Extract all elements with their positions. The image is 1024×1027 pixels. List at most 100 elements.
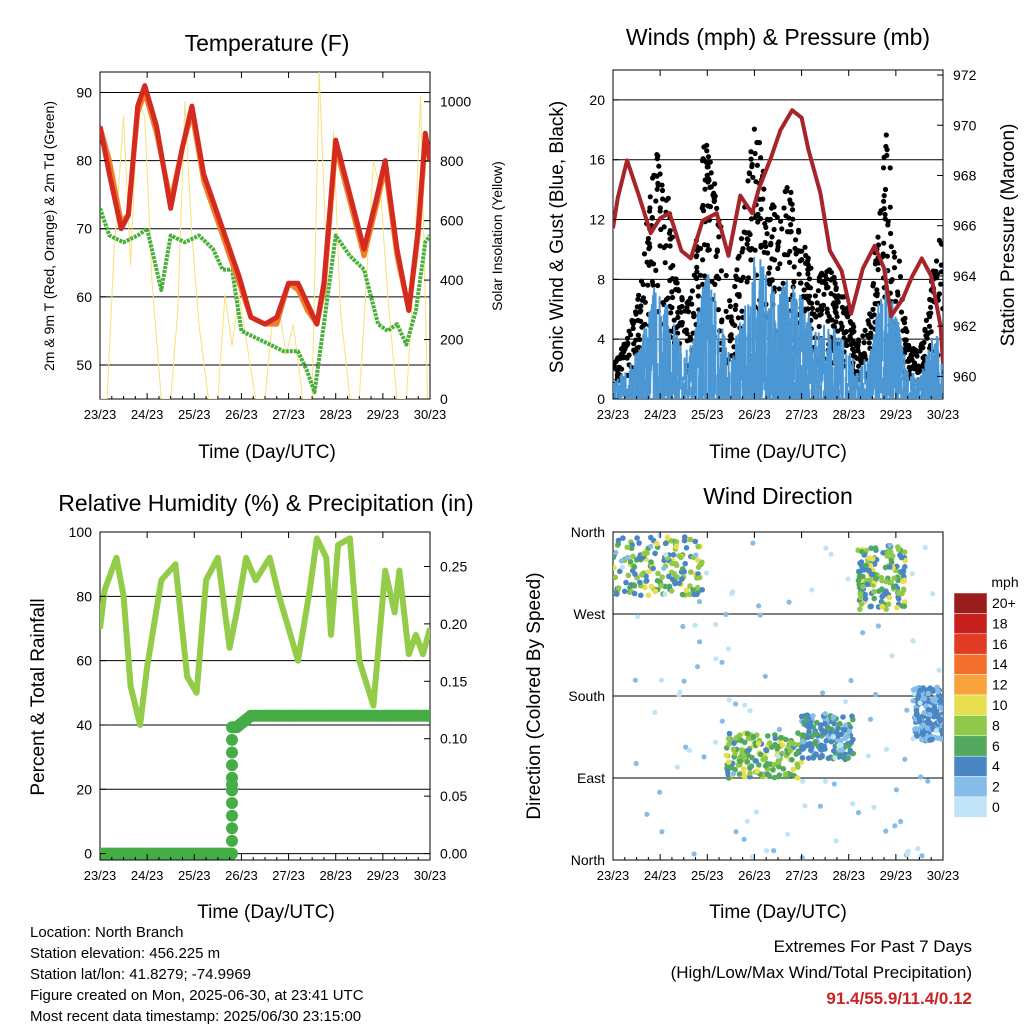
gust-point [748,156,754,162]
gust-point [649,214,655,221]
gust-point [656,163,662,169]
direction-point [737,732,743,738]
gust-point [743,230,749,236]
gust-point [638,308,644,314]
gust-point [828,269,835,275]
direction-point [935,684,941,691]
direction-point [634,535,640,541]
rain-point [226,746,238,759]
gust-point [667,236,674,242]
direction-point [693,552,699,558]
gust-point [672,277,678,283]
gust-point [771,285,777,291]
gust-point [806,276,813,282]
gust-point [888,279,894,285]
gust-point [694,264,700,270]
winds-ylabel: Sonic Wind & Gust (Blue, Black) [547,101,568,373]
y2-tick-label: 0.20 [440,616,467,632]
direction-point [845,576,851,582]
direction-point [864,581,871,588]
direction-point [756,762,762,768]
gust-point [768,205,775,211]
direction-point [833,838,839,844]
direction-point [806,728,812,735]
direction-point [844,733,851,740]
temperature-ylabel: 2m & 9m T (Red, Orange) & 2m Td (Green) [41,101,57,371]
colorbar-label: 16 [992,636,1008,652]
direction-point [925,690,932,697]
gust-point [695,248,701,254]
direction-point [657,789,663,795]
gust-point [841,307,847,313]
gust-point [833,295,839,301]
y-tick-label: 60 [76,653,92,669]
gust-point [761,186,767,192]
gust-point [792,245,798,252]
temperature-xlabel: Time (Day/UTC) [198,442,336,463]
x-tick-label: 25/23 [691,407,724,422]
gust-point [723,308,729,314]
direction-point [868,571,875,578]
direction-point [901,603,908,609]
x-tick-label: 28/23 [832,407,865,422]
x-tick-label: 29/23 [367,407,400,422]
y2-tick-label: 966 [953,218,977,234]
gust-point [802,306,808,312]
gust-point [752,214,759,220]
gust-point [769,256,775,262]
gust-point [649,279,656,285]
gust-point [881,193,887,199]
gust-point [718,268,725,274]
direction-point [723,752,729,759]
direction-point [828,551,834,557]
gust-point [736,293,742,299]
direction-point [795,730,801,736]
gust-point [756,140,763,146]
wind-direction-panel: Wind Direction 23/23 24/23 25/23 26/23 27/23… [524,483,1019,923]
gust-point [660,300,666,306]
gust-point [707,204,714,210]
direction-point [765,733,771,739]
gust-point [789,201,795,207]
gust-point [635,332,641,338]
direction-point [777,734,784,741]
y2-tick-label: 964 [953,268,977,284]
direction-point [725,771,731,778]
direction-point [692,622,698,628]
direction-point [799,738,806,745]
y2-tick-label: 972 [953,67,977,83]
humidity-ylabel: Percent & Total Rainfall [28,598,49,795]
direction-point [694,664,701,670]
gust-point [654,156,660,162]
gust-point [907,366,914,372]
direction-point [817,803,824,809]
direction-point [831,720,837,727]
direction-point [910,687,917,693]
direction-point [687,583,693,589]
gust-point [791,279,797,285]
y-tick-label: 80 [76,153,92,169]
direction-point [868,545,874,551]
direction-point [793,751,799,757]
gust-point [784,185,790,191]
gust-point [870,306,876,312]
gust-point [782,188,788,195]
series-line-temp9m [100,89,430,327]
direction-point [662,540,669,547]
direction-point [680,623,686,630]
gust-point [704,142,710,148]
direction-point [749,754,755,761]
gust-point [614,357,620,363]
gust-point [832,305,838,311]
direction-point [822,778,829,785]
gust-point [650,175,656,181]
gust-point [740,274,746,280]
gust-point [828,291,834,297]
gust-point [700,156,706,162]
gust-point [821,291,827,297]
gust-point [719,317,725,323]
gust-point [634,345,640,351]
x-tick-label: 27/23 [272,407,305,422]
direction-point [766,772,772,779]
